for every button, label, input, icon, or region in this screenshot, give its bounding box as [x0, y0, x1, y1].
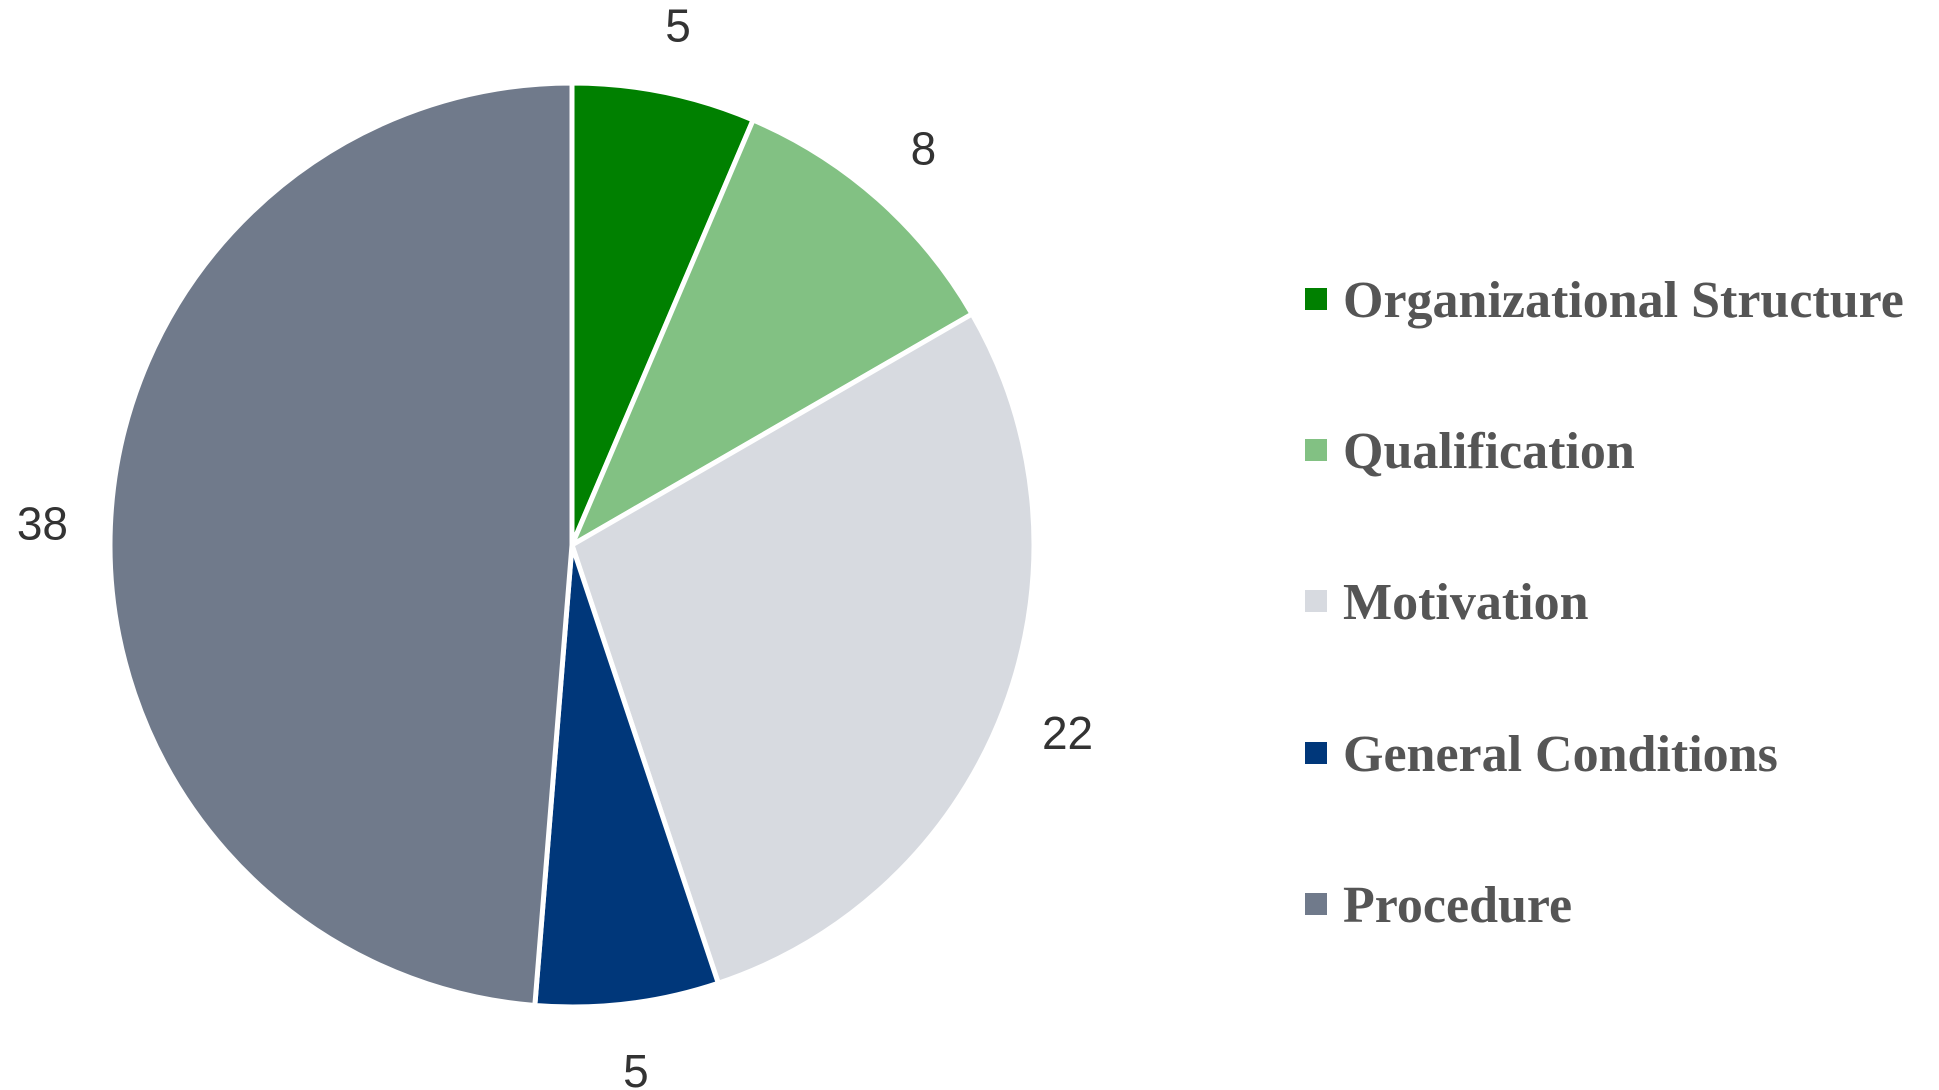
legend-item-qualification: Qualification — [1305, 423, 1635, 480]
legend-swatch-motivation — [1305, 590, 1327, 612]
data-label-general-conditions: 5 — [623, 1045, 649, 1090]
pie-slice-organizational-structure — [569, 80, 756, 548]
legend-swatch-organizational-structure — [1305, 288, 1327, 310]
legend-item-general-conditions: General Conditions — [1305, 726, 1778, 783]
pie-slice-motivation — [569, 311, 1037, 986]
data-label-motivation: 22 — [1042, 707, 1093, 759]
pie-slices — [107, 80, 1037, 1010]
data-label-organizational-structure: 5 — [665, 0, 691, 52]
legend-swatch-procedure — [1305, 893, 1327, 915]
pie-slice-general-conditions — [532, 542, 721, 1010]
legend-label-general-conditions: General Conditions — [1343, 726, 1778, 783]
legend: Organizational Structure Qualification M… — [1305, 272, 1904, 934]
legend-swatch-qualification — [1305, 439, 1327, 461]
pie-slice-procedure — [107, 80, 575, 1008]
legend-label-organizational-structure: Organizational Structure — [1343, 272, 1904, 329]
data-labels: 5 8 22 5 38 — [17, 0, 1093, 1090]
data-label-qualification: 8 — [911, 122, 937, 174]
legend-item-organizational-structure: Organizational Structure — [1305, 272, 1904, 329]
legend-swatch-general-conditions — [1305, 742, 1327, 764]
legend-label-qualification: Qualification — [1343, 423, 1635, 480]
legend-label-procedure: Procedure — [1343, 877, 1572, 934]
legend-item-motivation: Motivation — [1305, 574, 1589, 631]
legend-item-procedure: Procedure — [1305, 877, 1572, 934]
pie-slice-qualification — [569, 117, 975, 548]
data-label-procedure: 38 — [17, 498, 68, 550]
legend-label-motivation: Motivation — [1343, 574, 1589, 631]
